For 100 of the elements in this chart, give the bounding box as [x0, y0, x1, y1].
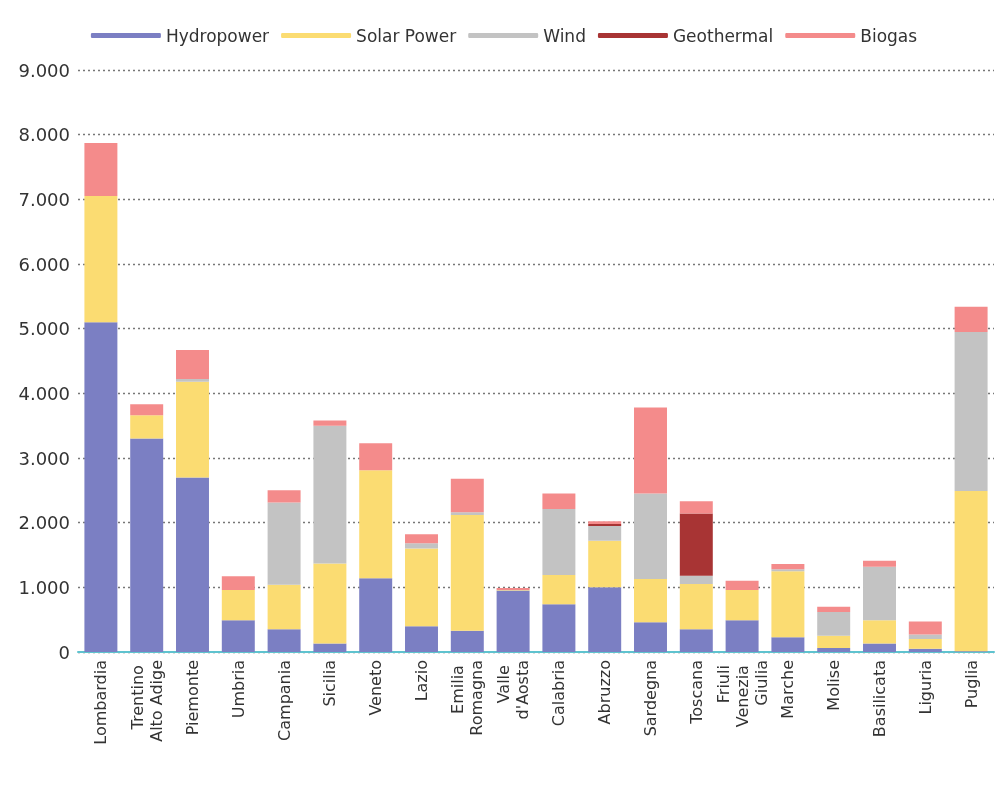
bar: [130, 404, 164, 416]
x-tick-label: Lombardia: [91, 660, 111, 745]
bar: [634, 493, 667, 579]
bar: [634, 407, 667, 494]
bar: [450, 512, 484, 515]
bar: [634, 622, 667, 652]
x-tick-label: Abruzzo: [595, 660, 615, 725]
bar: [176, 350, 209, 380]
x-tick-label: Campania: [274, 660, 294, 741]
x-tick-label: Sicilia: [320, 660, 340, 707]
bar: [267, 502, 301, 585]
bar: [176, 379, 209, 382]
bar: [267, 490, 301, 503]
x-tick-label: Calabria: [549, 660, 569, 727]
y-tick-label: 8.000: [18, 124, 70, 146]
bar: [863, 620, 896, 644]
bar: [313, 420, 347, 426]
bar: [176, 477, 209, 652]
bar: [863, 560, 896, 567]
bar: [954, 306, 988, 332]
y-tick-label: 9.000: [18, 59, 70, 81]
x-tick-label: Liguria: [915, 660, 935, 715]
bar: [84, 196, 118, 323]
y-tick-label: 5.000: [18, 318, 70, 340]
legend-label: Geothermal: [672, 25, 774, 46]
bar: [588, 525, 622, 541]
bar: [267, 629, 301, 652]
y-tick-label: 4.000: [18, 382, 70, 404]
bar: [405, 548, 438, 627]
x-tick-label: Piemonte: [183, 660, 202, 736]
bar: [542, 604, 576, 652]
bar: [84, 143, 118, 197]
legend-label: Wind: [543, 25, 586, 46]
y-tick-label: 2.000: [18, 512, 70, 534]
x-tick-label: Valle d'Aosta: [494, 660, 533, 720]
x-tick-label: Toscana: [686, 660, 706, 725]
bar: [679, 513, 713, 576]
bar: [954, 331, 988, 491]
x-tick-label: Friuli Venezia Giulia: [713, 660, 771, 728]
y-tick-label: 7.000: [18, 188, 70, 210]
bar: [908, 648, 942, 652]
bar: [450, 514, 484, 631]
bar: [542, 509, 576, 576]
bar: [863, 643, 896, 652]
bar: [130, 415, 164, 439]
bar: [679, 575, 713, 585]
x-tick-label: Umbria: [228, 660, 248, 719]
x-tick-label: Emilia Romagna: [448, 660, 487, 736]
bar: [725, 589, 759, 621]
legend-label: Biogas: [860, 25, 918, 46]
bar: [84, 322, 118, 652]
bar: [908, 639, 942, 649]
bar: [634, 578, 667, 623]
bar: [817, 606, 851, 612]
bar: [817, 635, 851, 649]
bar: [542, 575, 576, 605]
x-tick-label: Lazio: [412, 660, 431, 702]
bar: [359, 578, 393, 652]
y-tick-label: 6.000: [18, 253, 70, 275]
bar: [221, 576, 255, 590]
x-tick-label: Molise: [824, 660, 844, 711]
bar: [679, 501, 713, 514]
bar: [359, 443, 393, 471]
x-tick-label: Veneto: [366, 660, 386, 716]
bar: [863, 566, 896, 621]
bar: [221, 589, 255, 621]
bar: [405, 534, 438, 544]
bar: [313, 425, 347, 564]
bar: [313, 643, 347, 652]
y-tick-label: 0: [58, 641, 70, 663]
legend-label: Hydropower: [165, 25, 270, 46]
bar: [450, 630, 484, 652]
bar: [679, 584, 713, 630]
y-tick-label: 1.000: [18, 576, 70, 598]
x-tick-label: Basilicata: [870, 660, 889, 738]
bar: [954, 490, 988, 652]
bar: [817, 611, 851, 636]
bar: [725, 620, 759, 652]
y-tick-label: 3.000: [18, 447, 70, 469]
x-tick-label: Marche: [778, 660, 798, 719]
x-tick-label: Trentino Alto Adige: [127, 660, 166, 742]
bar: [588, 587, 622, 652]
bar: [679, 629, 713, 652]
bar: [542, 493, 576, 510]
bar: [267, 584, 301, 630]
bar: [771, 564, 805, 570]
bar: [771, 571, 805, 638]
bar: [496, 590, 530, 652]
bar: [817, 648, 851, 652]
legend-label: Solar Power: [356, 25, 457, 46]
x-tick-label: Sardegna: [641, 660, 660, 737]
x-tick-label: Puglia: [961, 660, 981, 709]
bar: [908, 621, 942, 635]
bar: [176, 381, 209, 478]
bar: [450, 478, 484, 513]
bar: [588, 540, 622, 588]
bar: [771, 637, 805, 652]
bar: [405, 626, 438, 652]
bar: [359, 470, 393, 579]
bar: [221, 620, 255, 652]
